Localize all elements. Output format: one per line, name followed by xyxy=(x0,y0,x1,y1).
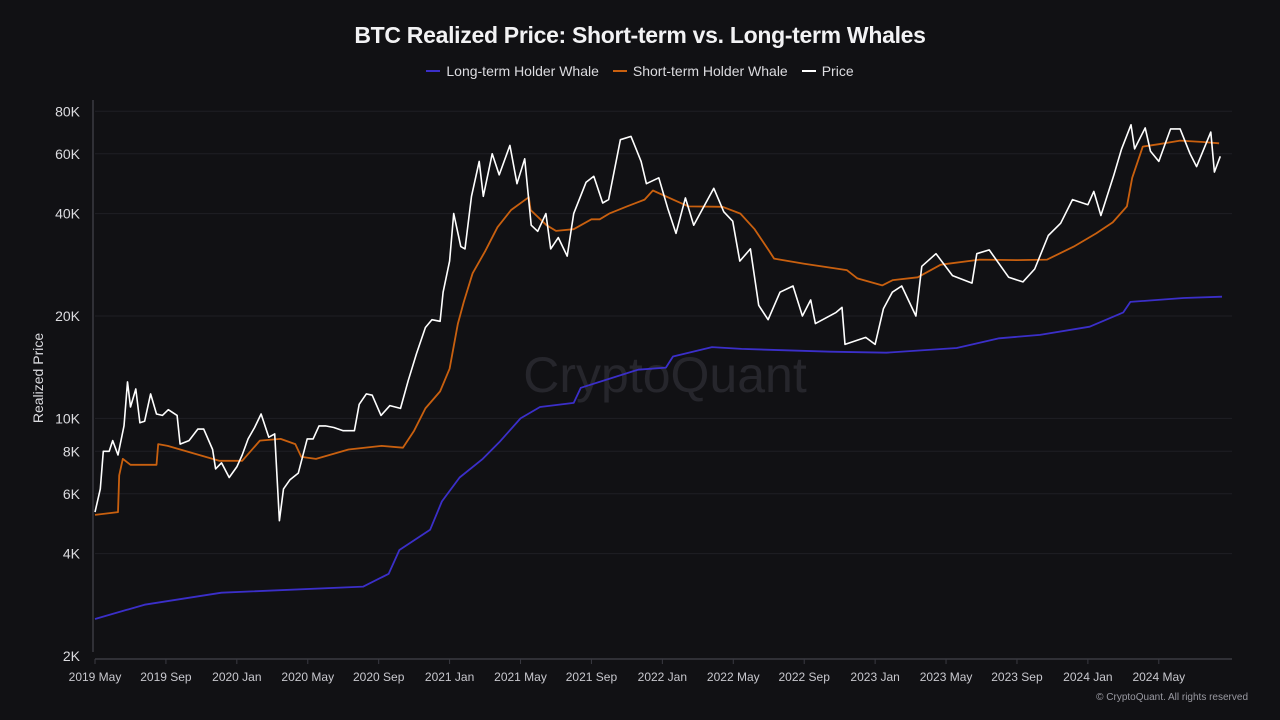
x-tick-label: 2021 Sep xyxy=(566,670,618,684)
legend-item-long-term[interactable]: Long-term Holder Whale xyxy=(426,63,599,79)
y-tick-label: 10K xyxy=(55,410,81,426)
x-tick-label: 2023 Jan xyxy=(850,670,899,684)
legend-item-price[interactable]: Price xyxy=(801,63,854,79)
x-tick-label: 2020 Jan xyxy=(212,670,261,684)
x-tick-label: 2019 May xyxy=(69,670,122,684)
x-tick-label: 2021 May xyxy=(494,670,547,684)
short-term-holder-whale-line xyxy=(94,139,1220,516)
long-term-holder-whale-line xyxy=(94,295,1223,620)
y-tick-label: 6K xyxy=(63,486,81,502)
x-tick-label: 2020 May xyxy=(281,670,334,684)
price-line xyxy=(94,124,1222,522)
y-tick-label: 4K xyxy=(63,546,81,562)
y-tick-label: 80K xyxy=(55,103,81,119)
legend-label-long-term: Long-term Holder Whale xyxy=(446,63,599,79)
axes: 2K 4K 6K 8K 10K 20K 40K 60K 80K 2019 May 2019 Sep 2… xyxy=(55,100,1232,684)
x-tick-label: 2019 Sep xyxy=(140,670,192,684)
y-tick-label: 20K xyxy=(55,308,81,324)
x-tick-label: 2024 May xyxy=(1132,670,1185,684)
legend-item-short-term[interactable]: Short-term Holder Whale xyxy=(612,63,788,79)
copyright-notice: © CryptoQuant. All rights reserved xyxy=(1096,692,1248,703)
legend-swatch-long-term xyxy=(426,70,441,72)
legend: Long-term Holder Whale Short-term Holder… xyxy=(0,63,1280,79)
watermark-logo: CryptoQuant xyxy=(523,347,807,403)
gridlines xyxy=(95,110,1232,555)
legend-label-short-term: Short-term Holder Whale xyxy=(632,63,788,79)
y-tick-label: 8K xyxy=(63,443,81,459)
y-tick-label: 60K xyxy=(55,146,81,162)
legend-label-price: Price xyxy=(821,63,854,79)
y-tick-label: 40K xyxy=(55,206,81,222)
x-tick-label: 2022 Jan xyxy=(638,670,687,684)
x-tick-label: 2022 Sep xyxy=(779,670,831,684)
x-tick-label: 2022 May xyxy=(707,670,760,684)
x-tick-label: 2021 Jan xyxy=(425,670,474,684)
legend-swatch-short-term xyxy=(612,70,627,72)
y-tick-label: 2K xyxy=(63,648,81,664)
legend-swatch-price xyxy=(801,70,816,72)
x-tick-label: 2023 May xyxy=(920,670,973,684)
x-tick-label: 2023 Sep xyxy=(991,670,1043,684)
chart-title: BTC Realized Price: Short-term vs. Long-… xyxy=(354,22,926,48)
x-tick-label: 2020 Sep xyxy=(353,670,405,684)
series-lines xyxy=(94,124,1223,620)
x-tick-label: 2024 Jan xyxy=(1063,670,1112,684)
